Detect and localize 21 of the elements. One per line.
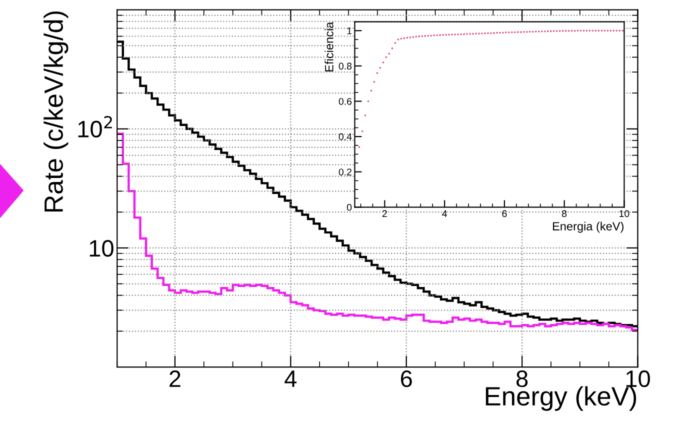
y-axis-title: Eficiencia (324, 22, 334, 72)
x-tick-label: 10 (626, 370, 650, 388)
x-tick-label: 8 (562, 210, 567, 218)
y-tick-label: 0 (346, 204, 352, 211)
x-tick-label: 4 (284, 370, 297, 387)
x-tick-label: 2 (170, 370, 180, 387)
x-tick-label: 4 (442, 210, 447, 217)
x-axis-title: Energia (keV) (552, 222, 624, 233)
y-tick-label: 10$^{2}$ (78, 116, 112, 138)
y-axis-title: Rate (c/keV/kg/d) (44, 11, 68, 212)
x-tick-label: 2 (382, 210, 387, 217)
y-tick-label: 1 (347, 27, 352, 34)
x-tick-label: 6 (400, 370, 412, 388)
x-tick-label: 6 (502, 210, 507, 218)
x-tick-label: 10 (620, 210, 630, 218)
y-tick-label: 0.6 (338, 98, 352, 105)
y-tick-label: 0.8 (338, 62, 352, 70)
x-axis-title: Energy (keV) (486, 386, 636, 411)
x-tick-label: 8 (516, 370, 528, 388)
y-tick-label: 0.2 (338, 168, 352, 176)
y-tick-label: 0.4 (338, 133, 352, 140)
